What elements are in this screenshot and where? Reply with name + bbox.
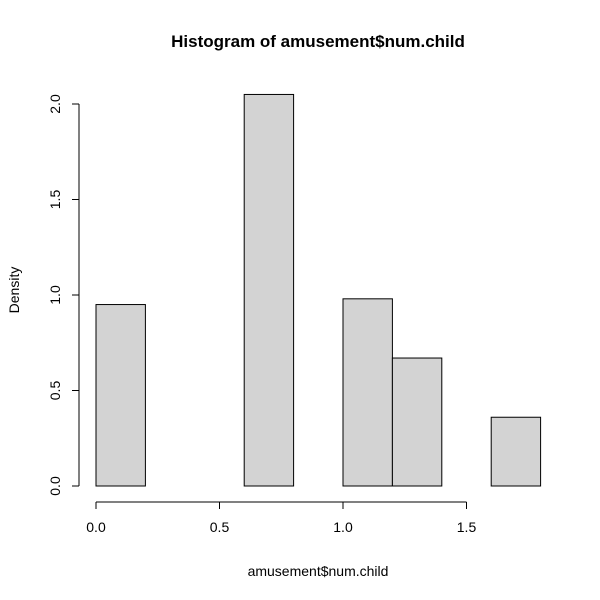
x-tick-label: 0.0 [86,519,106,535]
x-tick-label: 0.5 [210,519,230,535]
x-axis: 0.0 0.5 1.0 1.5 [86,501,477,535]
histogram-bar [342,298,393,487]
bars-group [95,93,542,487]
x-tick-label: 1.5 [457,519,477,535]
y-tick-label: 1.5 [47,190,63,210]
x-axis-label: amusement$num.child [248,563,389,579]
chart-title: Histogram of amusement$num.child [171,32,465,51]
histogram-bar [391,357,443,487]
y-tick-label: 0.5 [47,381,63,401]
histogram-bar [490,416,542,487]
histogram-bar [243,93,295,487]
y-tick-label: 0.0 [47,476,63,496]
y-axis: 0.0 0.5 1.0 1.5 2.0 [47,94,80,496]
y-tick-label: 1.0 [47,285,63,305]
y-axis-label: Density [6,267,22,314]
histogram-bar [95,304,146,487]
x-tick-label: 1.0 [333,519,353,535]
y-tick-label: 2.0 [47,94,63,114]
